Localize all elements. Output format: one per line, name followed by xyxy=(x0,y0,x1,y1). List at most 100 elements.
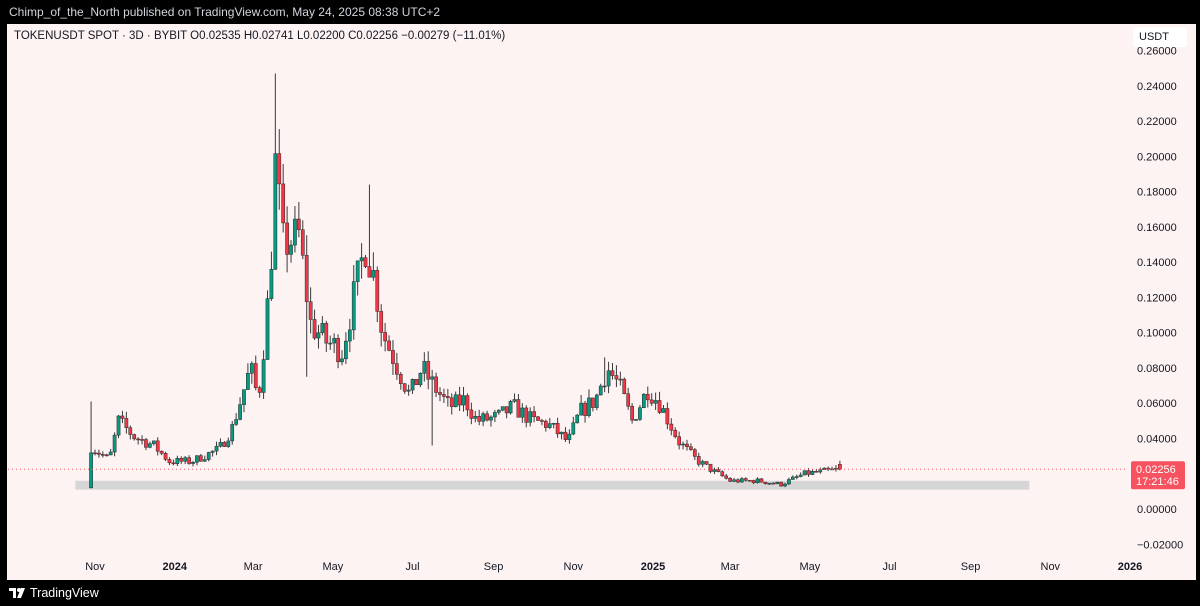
candle[interactable] xyxy=(195,455,199,466)
candle[interactable] xyxy=(685,439,689,451)
candle[interactable] xyxy=(496,409,501,415)
candle[interactable] xyxy=(430,369,435,446)
candle[interactable] xyxy=(618,371,623,386)
candle[interactable] xyxy=(281,164,286,233)
candle[interactable] xyxy=(273,73,278,270)
candle[interactable] xyxy=(100,451,105,458)
candle[interactable] xyxy=(434,372,438,398)
candle[interactable] xyxy=(681,441,685,450)
candle[interactable] xyxy=(500,406,505,412)
candle[interactable] xyxy=(355,260,360,296)
candle[interactable] xyxy=(508,399,513,415)
candle[interactable] xyxy=(771,482,776,485)
candle[interactable] xyxy=(104,453,109,457)
candle[interactable] xyxy=(418,372,423,388)
candle[interactable] xyxy=(395,352,399,380)
candle[interactable] xyxy=(696,452,701,467)
candle[interactable] xyxy=(692,448,697,460)
candle[interactable] xyxy=(438,387,442,402)
candle[interactable] xyxy=(485,410,489,422)
candle[interactable] xyxy=(210,450,215,457)
candle[interactable] xyxy=(704,461,709,466)
candle[interactable] xyxy=(398,372,403,390)
candle[interactable] xyxy=(171,459,176,466)
candle[interactable] xyxy=(387,335,391,352)
candle[interactable] xyxy=(520,403,525,423)
candle[interactable] xyxy=(551,422,556,429)
candle[interactable] xyxy=(743,477,748,482)
candle[interactable] xyxy=(167,457,172,466)
candle[interactable] xyxy=(763,481,768,485)
candle[interactable] xyxy=(414,379,419,386)
candle[interactable] xyxy=(187,455,191,465)
candle[interactable] xyxy=(610,362,615,380)
candle[interactable] xyxy=(567,429,572,444)
candle[interactable] xyxy=(234,413,238,426)
candle[interactable] xyxy=(790,475,795,480)
candle[interactable] xyxy=(300,220,305,260)
candle[interactable] xyxy=(328,335,333,350)
candle[interactable] xyxy=(277,129,282,210)
candle[interactable] xyxy=(344,332,348,364)
candle[interactable] xyxy=(818,467,823,474)
candle[interactable] xyxy=(265,290,270,360)
candle[interactable] xyxy=(179,456,184,464)
candle[interactable] xyxy=(614,365,619,388)
candle[interactable] xyxy=(563,427,568,443)
candle[interactable] xyxy=(144,438,148,451)
candle[interactable] xyxy=(289,240,293,263)
candle[interactable] xyxy=(124,411,129,434)
candle[interactable] xyxy=(547,418,552,430)
candle[interactable] xyxy=(93,449,97,456)
candle[interactable] xyxy=(473,411,478,423)
candle[interactable] xyxy=(649,393,654,406)
candle[interactable] xyxy=(481,411,485,427)
candle[interactable] xyxy=(316,324,321,349)
candle[interactable] xyxy=(657,391,662,415)
candle[interactable] xyxy=(257,385,262,398)
candle[interactable] xyxy=(838,460,842,471)
candle[interactable] xyxy=(708,463,713,474)
candle[interactable] xyxy=(214,441,219,456)
candle[interactable] xyxy=(453,391,458,408)
candle[interactable] xyxy=(736,478,740,484)
candle[interactable] xyxy=(375,266,380,323)
candle[interactable] xyxy=(151,440,156,446)
candle[interactable] xyxy=(363,254,368,269)
candle[interactable] xyxy=(673,427,678,439)
candle[interactable] xyxy=(246,363,250,390)
candle[interactable] xyxy=(269,251,274,301)
candle[interactable] xyxy=(700,459,705,468)
candle[interactable] xyxy=(755,477,760,484)
candle[interactable] xyxy=(253,355,258,391)
candle[interactable] xyxy=(159,450,164,456)
candle[interactable] xyxy=(689,443,693,451)
candle[interactable] xyxy=(532,406,536,423)
candle[interactable] xyxy=(379,304,384,347)
candle[interactable] xyxy=(759,477,764,483)
price-scale-unit[interactable]: USDT xyxy=(1133,27,1187,47)
candle[interactable] xyxy=(489,415,493,427)
candle[interactable] xyxy=(206,451,211,462)
candle[interactable] xyxy=(634,418,638,421)
candle[interactable] xyxy=(226,437,231,448)
candle[interactable] xyxy=(120,410,125,424)
candle[interactable] xyxy=(598,383,603,396)
candle[interactable] xyxy=(740,477,744,483)
candle[interactable] xyxy=(336,334,340,369)
candle[interactable] xyxy=(747,479,752,482)
candle[interactable] xyxy=(351,265,356,340)
candle[interactable] xyxy=(528,407,533,427)
candle[interactable] xyxy=(669,418,674,436)
candle[interactable] xyxy=(794,474,799,480)
candle[interactable] xyxy=(449,393,454,415)
candle[interactable] xyxy=(410,378,415,394)
candle[interactable] xyxy=(810,469,815,476)
candle[interactable] xyxy=(834,465,838,472)
candle[interactable] xyxy=(677,431,681,450)
candle[interactable] xyxy=(606,361,611,394)
candle[interactable] xyxy=(594,393,599,411)
candle[interactable] xyxy=(544,419,548,432)
candle[interactable] xyxy=(728,477,732,482)
candle[interactable] xyxy=(293,206,297,253)
